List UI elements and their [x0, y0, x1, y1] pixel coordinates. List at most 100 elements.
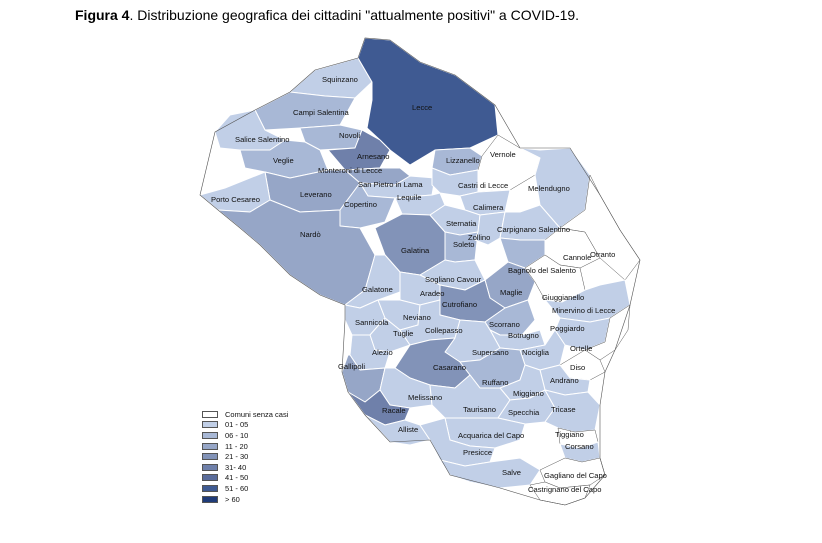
municipality-label-acquarica-del-capo: Acquarica del Capo: [458, 431, 524, 440]
municipality-label-cutrofiano: Cutrofiano: [442, 300, 477, 309]
municipality-label-botrugno: Botrugno: [508, 331, 539, 340]
municipality-label-cannole: Cannole: [563, 253, 591, 262]
legend-item: 51 - 60: [202, 483, 288, 494]
municipality-label-novoli: Novoli: [339, 131, 360, 140]
municipality-label-tiggiano: Tiggiano: [555, 430, 584, 439]
municipality-label-gallipoli: Gallipoli: [338, 362, 365, 371]
municipality-label-andrano: Andrano: [550, 376, 579, 385]
municipality-label-campi-salentina: Campi Salentina: [293, 108, 349, 117]
legend-item: 11 - 20: [202, 441, 288, 452]
municipality-veglie: [239, 139, 329, 179]
municipality-label-aradeo: Aradeo: [420, 289, 445, 298]
municipality-label-san-pietro-in-lama: San Pietro in Lama: [358, 180, 423, 189]
map-legend: Comuni senza casi 01 - 05 06 - 10 11 - 20 21…: [202, 409, 288, 504]
municipality-label-alliste: Alliste: [398, 425, 418, 434]
municipality-salve: [439, 457, 541, 489]
municipality-label-sogliano-cavour: Sogliano Cavour: [425, 275, 482, 284]
figure-caption-text: . Distribuzione geografica dei cittadini…: [129, 7, 580, 23]
municipality-label-bagnolo-del-salento: Bagnolo del Salento: [508, 266, 576, 275]
legend-swatch: [202, 453, 218, 461]
municipality-label-nociglia: Nociglia: [522, 348, 550, 357]
municipality-label-presicce: Presicce: [463, 448, 492, 457]
legend-label: 31- 40: [225, 462, 247, 472]
municipality-label-zollino: Zollino: [468, 233, 490, 242]
municipality-label-maglie: Maglie: [500, 288, 522, 297]
legend-swatch: [202, 410, 218, 418]
figure-label: Figura 4: [75, 7, 130, 23]
municipality-label-arnesano: Arnesano: [357, 152, 390, 161]
municipality-label-veglie: Veglie: [273, 156, 294, 165]
municipality-label-collepasso: Collepasso: [425, 326, 463, 335]
legend-item: Comuni senza casi: [202, 409, 288, 420]
municipality-label-alezio: Alezio: [372, 348, 393, 357]
figure-caption: Figura 4. Distribuzione geografica dei c…: [75, 7, 579, 23]
municipality-label-poggiardo: Poggiardo: [550, 324, 585, 333]
municipality-label-lequile: Lequile: [397, 193, 422, 202]
legend-label: 01 - 05: [225, 420, 249, 430]
municipality-label-melissano: Melissano: [408, 393, 442, 402]
legend-item: 31- 40: [202, 462, 288, 473]
municipality-label-salve: Salve: [502, 468, 521, 477]
legend-swatch: [202, 484, 218, 492]
municipality-label-neviano: Neviano: [403, 313, 431, 322]
legend-item: > 60: [202, 494, 288, 505]
legend-label: 41 - 50: [225, 473, 249, 483]
municipality-label-minervino-di-lecce: Minervino di Lecce: [552, 306, 615, 315]
municipality-label-lecce: Lecce: [412, 103, 432, 112]
legend-label: 06 - 10: [225, 430, 249, 440]
legend-swatch: [202, 474, 218, 482]
legend-item: 01 - 05: [202, 420, 288, 431]
legend-item: 06 - 10: [202, 430, 288, 441]
municipality-label-copertino: Copertino: [344, 200, 377, 209]
municipality-label-vernole: Vernole: [490, 150, 516, 159]
legend-swatch: [202, 431, 218, 439]
municipality-label-corsano: Corsano: [565, 442, 594, 451]
legend-label: 51 - 60: [225, 483, 249, 493]
municipality-label-squinzano: Squinzano: [322, 75, 358, 84]
municipality-label-carpignano-salentino: Carpignano Salentino: [497, 225, 570, 234]
municipality-label-leverano: Leverano: [300, 190, 332, 199]
municipality-label-castrignano-del-capo: Castrignano del Capo: [528, 485, 601, 494]
municipality-label-supersano: Supersano: [472, 348, 509, 357]
legend-item: 21 - 30: [202, 451, 288, 462]
municipality-label-taurisano: Taurisano: [463, 405, 496, 414]
municipality-label-gagliano-del-capo: Gagliano del Capo: [544, 471, 607, 480]
legend-swatch: [202, 463, 218, 471]
municipality-label-nardo: Nardò: [300, 230, 321, 239]
municipality-label-soleto: Soleto: [453, 240, 475, 249]
municipality-label-tricase: Tricase: [551, 405, 576, 414]
legend-label: 21 - 30: [225, 452, 249, 462]
municipality-label-miggiano: Miggiano: [513, 389, 544, 398]
province-coastline: [199, 37, 641, 506]
municipality-label-melendugno: Melendugno: [528, 184, 570, 193]
municipality-label-salice-salentino: Salice Salentino: [235, 135, 289, 144]
municipality-label-lizzanello: Lizzanello: [446, 156, 480, 165]
municipality-label-ortelle: Ortelle: [570, 344, 592, 353]
municipality-label-tuglie: Tuglie: [393, 329, 413, 338]
municipality-label-sternatia: Sternatia: [446, 219, 477, 228]
municipality-campi-salentina: [254, 91, 356, 131]
municipality-label-otranto: Otranto: [590, 250, 615, 259]
municipality-label-casarano: Casarano: [433, 363, 466, 372]
legend-label: Comuni senza casi: [225, 409, 289, 419]
municipality-label-scorrano: Scorrano: [489, 320, 520, 329]
legend-swatch: [202, 442, 218, 450]
municipality-label-racale: Racale: [382, 406, 406, 415]
municipality-label-porto-cesareo: Porto Cesareo: [211, 195, 260, 204]
legend-swatch: [202, 421, 218, 429]
municipality-label-galatina: Galatina: [401, 246, 430, 255]
municipality-presicce: [419, 417, 496, 467]
legend-item: 41 - 50: [202, 473, 288, 484]
municipality-label-monteroni-di-lecce: Monteroni di Lecce: [318, 166, 382, 175]
municipality-ortelle: [584, 304, 631, 361]
legend-swatch: [202, 495, 218, 503]
legend-label: 11 - 20: [225, 441, 248, 451]
municipality-label-galatone: Galatone: [362, 285, 393, 294]
municipality-label-diso: Diso: [570, 363, 585, 372]
municipality-label-castri-di-lecce: Castri di Lecce: [458, 181, 508, 190]
municipality-label-ruffano: Ruffano: [482, 378, 508, 387]
municipality-label-sannicola: Sannicola: [355, 318, 389, 327]
municipality-label-specchia: Specchia: [508, 408, 540, 417]
municipality-label-calimera: Calimera: [473, 203, 504, 212]
legend-label: > 60: [225, 494, 240, 504]
